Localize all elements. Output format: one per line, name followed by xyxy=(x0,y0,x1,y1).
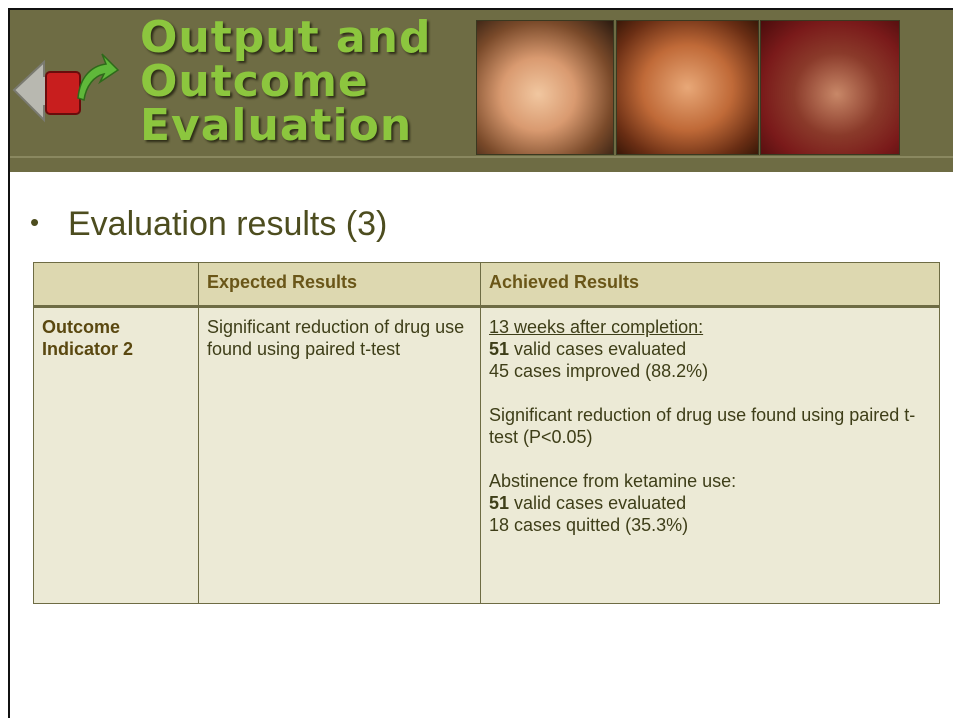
line: Significant reduction of drug use found … xyxy=(489,404,931,448)
line: Abstinence from ketamine use: xyxy=(489,470,931,492)
paragraph: Abstinence from ketamine use: 51 valid cas… xyxy=(489,470,931,536)
photo xyxy=(616,20,759,155)
line-text: valid cases evaluated xyxy=(514,493,687,513)
bold-number: 51 xyxy=(489,339,510,359)
frame xyxy=(8,8,953,10)
bold-number: 51 xyxy=(489,493,510,513)
title: Output and Outcome Evaluation xyxy=(140,16,431,148)
title-line: Output and xyxy=(140,12,432,63)
line-text: 13 weeks after completion: xyxy=(489,317,704,337)
header-cell: Expected Results xyxy=(198,262,481,308)
expected-cell: Significant reduction of drug use found … xyxy=(198,306,481,604)
results-table: Expected Results Achieved Results Outcom… xyxy=(33,262,940,604)
paragraph: 13 weeks after completion: 51 valid cases … xyxy=(489,316,931,382)
logo-icon xyxy=(12,53,120,123)
body-row: Outcome Indicator 2 Significant reductio… xyxy=(33,306,940,604)
header-cell: Achieved Results xyxy=(480,262,940,308)
line-text: Abstinence from ketamine use: xyxy=(489,471,737,491)
frame xyxy=(8,8,10,718)
line: 13 weeks after completion: xyxy=(489,316,931,338)
line-text: valid cases evaluated xyxy=(514,339,687,359)
line-text: Significant reduction of drug use found … xyxy=(489,405,916,447)
photo xyxy=(760,20,900,155)
bullet: Evaluation results (3) xyxy=(30,205,387,244)
header-cell xyxy=(33,262,199,308)
title-line: Outcome xyxy=(140,56,369,107)
line-text: 45 cases improved (88.2%) xyxy=(489,361,709,381)
header-row: Expected Results Achieved Results xyxy=(33,262,940,308)
photo xyxy=(476,20,614,155)
row-label: Outcome Indicator 2 xyxy=(33,306,199,604)
achieved-cell: 13 weeks after completion: 51 valid cases … xyxy=(480,306,940,604)
paragraph: Significant reduction of drug use found … xyxy=(489,404,931,448)
line: 51 valid cases evaluated xyxy=(489,338,931,360)
line: 45 cases improved (88.2%) xyxy=(489,360,931,382)
line-text: 18 cases quitted (35.3%) xyxy=(489,515,689,535)
title-line: Evaluation xyxy=(140,100,413,151)
line: 18 cases quitted (35.3%) xyxy=(489,514,931,536)
line: 51 valid cases evaluated xyxy=(489,492,931,514)
header-rule xyxy=(10,156,953,158)
